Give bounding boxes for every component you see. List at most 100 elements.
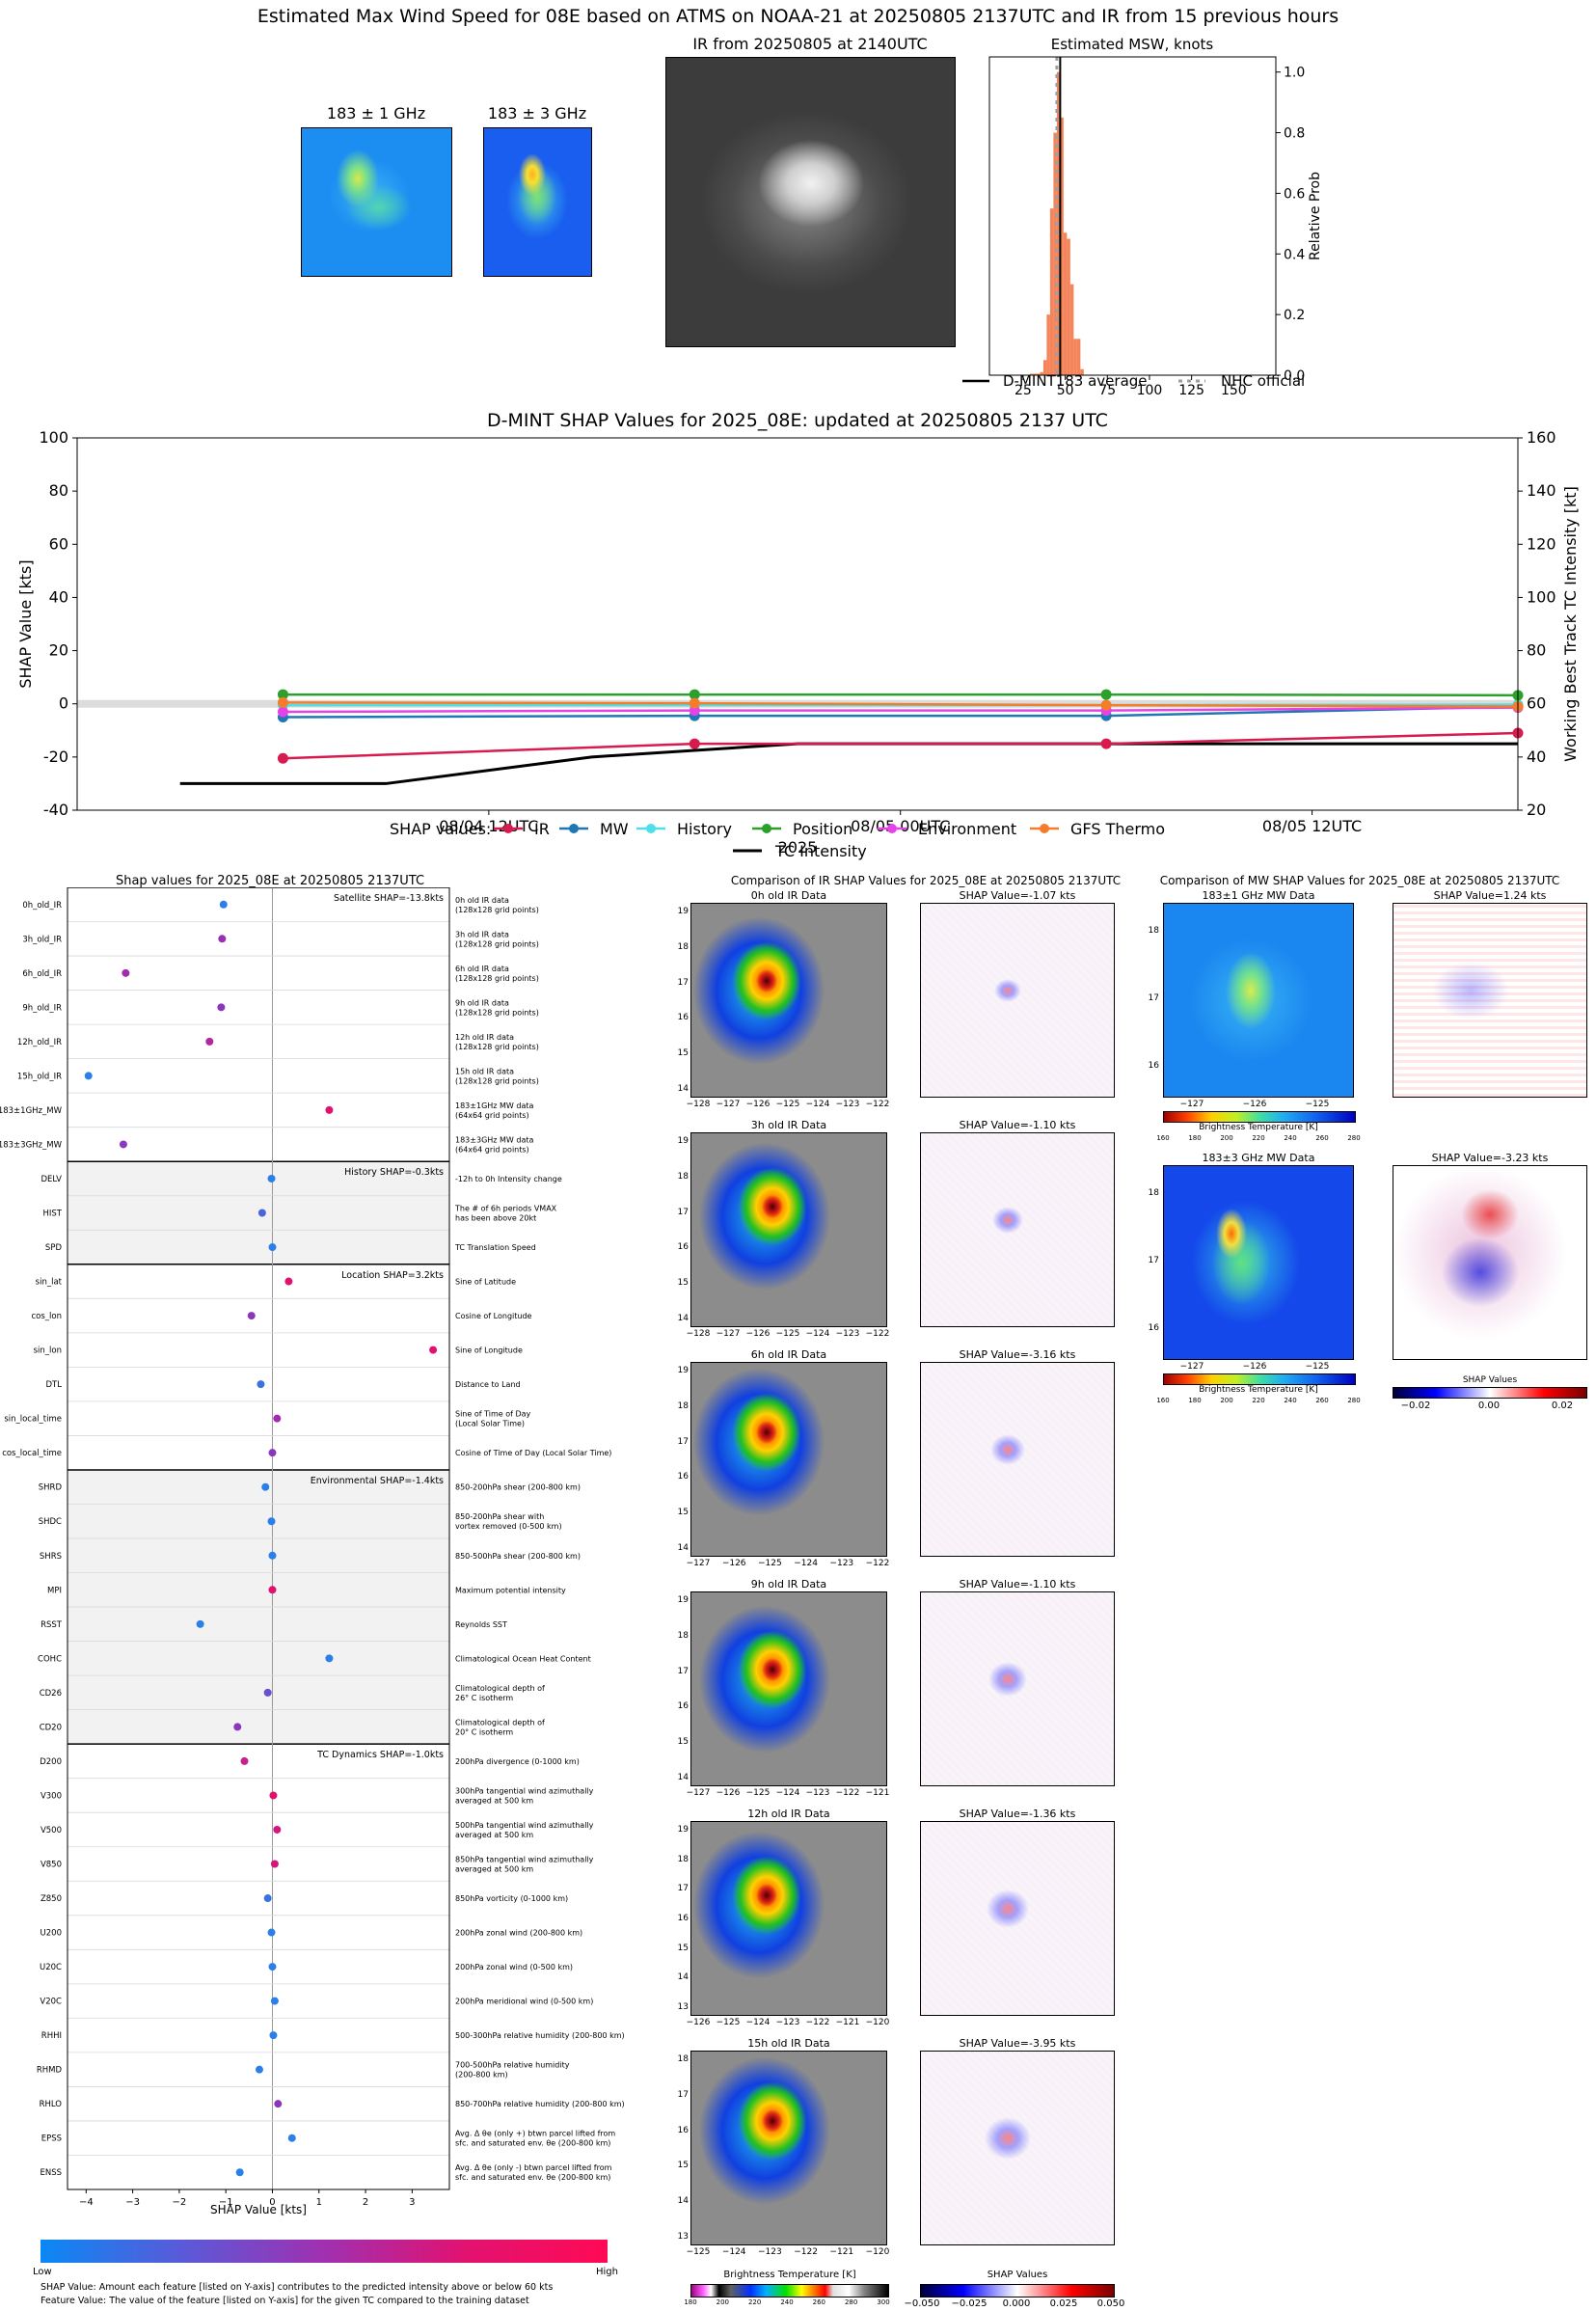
lon-tick-label: −125 bbox=[775, 1329, 800, 1339]
lat-tick-label: 16 bbox=[677, 1701, 689, 1712]
mw-shap-title: SHAP Value=1.24 kts bbox=[1433, 889, 1547, 902]
colorbar-high-label: High bbox=[596, 2267, 618, 2277]
feature-shap-point bbox=[261, 1482, 270, 1491]
y2-tick-label: 140 bbox=[1527, 481, 1556, 500]
feature-shap-point bbox=[274, 2100, 283, 2108]
ir-data-title: 3h old IR Data bbox=[750, 1119, 827, 1131]
shap-tick-label: 0.02 bbox=[1551, 1400, 1574, 1411]
feature-name: V850 bbox=[41, 1861, 62, 1870]
bt-tick-label: 260 bbox=[1315, 1134, 1329, 1142]
histogram-ylabel: Relative Prob bbox=[1308, 172, 1323, 260]
feature-name: V300 bbox=[41, 1791, 62, 1801]
mw-data-image bbox=[1163, 903, 1354, 1098]
feature-description: 850hPa vorticity (0-1000 km) bbox=[455, 1894, 568, 1903]
ir-shap-image bbox=[920, 1132, 1115, 1327]
y-tick-label: 100 bbox=[39, 428, 68, 447]
ir-shap-ticks: −0.050 −0.025 0.000 0.025 0.050 bbox=[904, 2298, 1124, 2310]
lon-tick-label: −127 bbox=[686, 1559, 711, 1568]
lat-tick-label: 16 bbox=[677, 1013, 689, 1023]
x-tick-label: −3 bbox=[125, 2197, 140, 2208]
feature-shap-point bbox=[119, 1140, 127, 1149]
feature-shap-point bbox=[196, 1619, 204, 1628]
legend-marker bbox=[646, 824, 656, 833]
ir-shap-title: SHAP Value=-1.07 kts bbox=[959, 889, 1076, 902]
lon-tick-label: −123 bbox=[758, 2247, 782, 2257]
series-point bbox=[1100, 738, 1112, 749]
series-line-environment bbox=[283, 706, 1519, 714]
lon-tick-label: −122 bbox=[805, 2018, 830, 2027]
timeline-frame bbox=[76, 437, 1519, 811]
feature-shap-point bbox=[429, 1346, 438, 1354]
lat-tick-label: 13 bbox=[677, 2232, 689, 2242]
feature-shap-point bbox=[268, 1449, 277, 1457]
bt-tick-label: 260 bbox=[1315, 1397, 1329, 1404]
lon-tick-label: −123 bbox=[835, 1329, 860, 1339]
feature-description: averaged at 500 km bbox=[455, 1831, 533, 1839]
legend-marker bbox=[503, 824, 513, 833]
series-point bbox=[277, 689, 288, 700]
histogram-bar bbox=[1080, 368, 1084, 375]
lat-tick-label: 15 bbox=[677, 1943, 689, 1953]
x-tick-label: 08/05 12UTC bbox=[1262, 817, 1362, 835]
feature-description: Reynolds SST bbox=[455, 1620, 507, 1629]
legend-label: IR bbox=[534, 820, 550, 838]
feature-description: (Local Solar Time) bbox=[455, 1420, 525, 1428]
lon-tick-label: −124 bbox=[805, 1100, 830, 1109]
feature-name: SHRD bbox=[39, 1483, 63, 1493]
lon-tick-label: −125 bbox=[775, 1100, 800, 1109]
feature-name: cos_local_time bbox=[2, 1449, 62, 1458]
feature-name: U200 bbox=[41, 1929, 62, 1939]
histogram-bar bbox=[1073, 339, 1077, 375]
lon-tick-label: −126 bbox=[1242, 1100, 1267, 1109]
bt-tick-label: 200 bbox=[1220, 1134, 1233, 1142]
timeline-ylabel: SHAP Value [kts] bbox=[16, 559, 35, 688]
x-tick-label: −1 bbox=[219, 2197, 233, 2208]
feature-description: 300hPa tangential wind azimuthally bbox=[455, 1786, 594, 1795]
ir-shap-title: SHAP Value=-1.10 kts bbox=[959, 1119, 1076, 1131]
feature-shap-point bbox=[268, 1243, 277, 1252]
lon-tick-label: −125 bbox=[1305, 1362, 1330, 1372]
lat-tick-label: 17 bbox=[677, 1884, 689, 1894]
lon-tick-label: −124 bbox=[805, 1329, 830, 1339]
histogram-bar bbox=[1069, 284, 1074, 375]
lat-tick-label: 18 bbox=[677, 1400, 689, 1411]
feature-name: ENSS bbox=[40, 2168, 62, 2178]
legend-label: GFS Thermo bbox=[1070, 820, 1165, 838]
legend-label: History bbox=[677, 820, 732, 838]
ir-data-title: 9h old IR Data bbox=[750, 1578, 827, 1591]
feature-name: Z850 bbox=[41, 1894, 62, 1904]
series-point bbox=[277, 696, 288, 708]
histogram-frame bbox=[988, 56, 1277, 376]
legend-marker bbox=[1040, 824, 1049, 833]
y2-tick-label: 100 bbox=[1527, 587, 1556, 606]
ir-shap-title: SHAP Value=-3.16 kts bbox=[959, 1348, 1076, 1361]
shap-tick-label: 0.000 bbox=[1002, 2298, 1031, 2309]
feature-name: CD20 bbox=[40, 1723, 62, 1732]
x-tick-label: 08/05 00UTC bbox=[851, 817, 950, 835]
mw3-panel-title: 183 ± 3 GHz bbox=[487, 104, 587, 122]
lon-tick-label: −124 bbox=[775, 1788, 800, 1798]
feature-name: V500 bbox=[41, 1826, 62, 1835]
feature-name: V20C bbox=[40, 1998, 62, 2007]
feature-shap-point bbox=[263, 1894, 272, 1903]
lon-tick-label: −127 bbox=[1179, 1100, 1204, 1109]
lon-tick-label: −126 bbox=[716, 1788, 741, 1798]
histogram-bar bbox=[1036, 373, 1041, 375]
mw-shap-image bbox=[1393, 1165, 1587, 1360]
bt-tick-label: 180 bbox=[684, 2298, 697, 2306]
nhc-legend-label: NHC official bbox=[1221, 372, 1305, 390]
lon-tick-label: −125 bbox=[686, 2247, 711, 2257]
lon-tick-label: −124 bbox=[745, 2018, 771, 2027]
lon-tick-label: −126 bbox=[686, 2018, 711, 2027]
mw-data-title: 183±1 GHz MW Data bbox=[1202, 889, 1315, 902]
group-label: Location SHAP=3.2kts bbox=[341, 1270, 444, 1281]
series-line-position bbox=[283, 693, 1519, 697]
feature-name: DELV bbox=[41, 1175, 62, 1184]
feature-description: 850-700hPa relative humidity (200-800 km… bbox=[455, 2100, 625, 2108]
feature-name: SPD bbox=[45, 1243, 63, 1253]
feature-shap-point bbox=[287, 2134, 296, 2142]
feature-description: 700-500hPa relative humidity bbox=[455, 2061, 570, 2070]
feature-description: The # of 6h periods VMAX bbox=[454, 1205, 557, 1213]
feature-description: averaged at 500 km bbox=[455, 1796, 533, 1805]
lon-tick-label: −127 bbox=[716, 1100, 741, 1109]
